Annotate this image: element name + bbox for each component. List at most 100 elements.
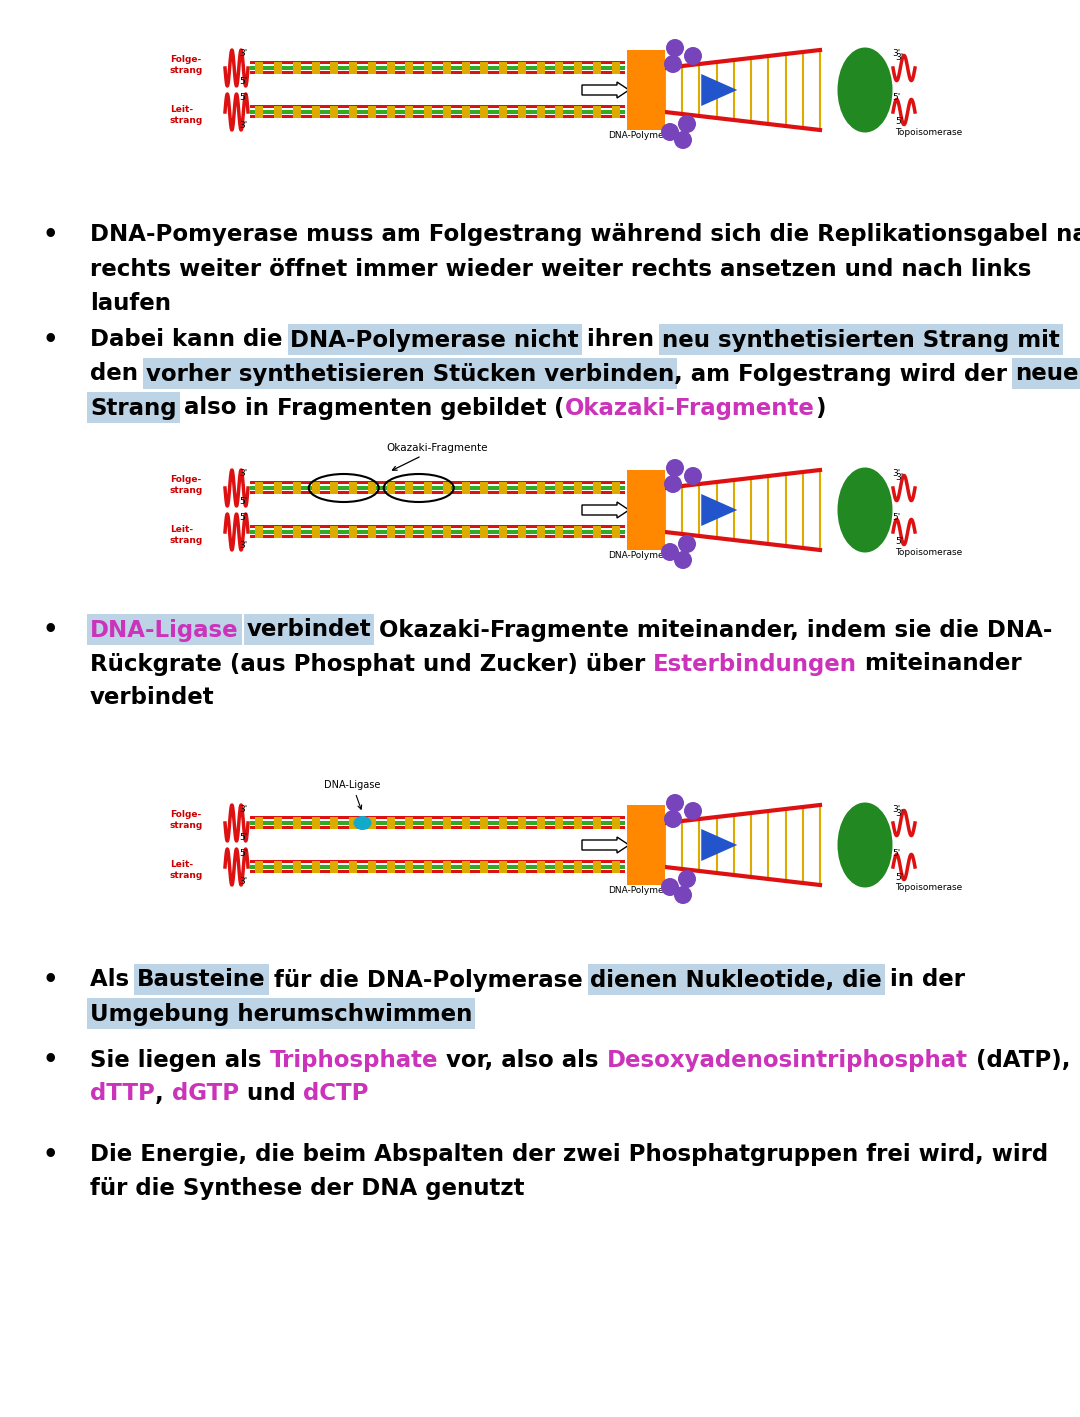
Text: 3': 3' bbox=[895, 473, 903, 483]
Bar bbox=[461, 862, 470, 873]
Bar bbox=[249, 492, 625, 495]
Text: DNA-Polymerase: DNA-Polymerase bbox=[608, 130, 684, 140]
Bar bbox=[368, 862, 376, 873]
Bar bbox=[165, 26, 920, 154]
Text: 3': 3' bbox=[240, 122, 248, 130]
Text: DNA-Pomyerase muss am Folgestrang während sich die Replikationsgabel nach: DNA-Pomyerase muss am Folgestrang währen… bbox=[90, 224, 1080, 247]
Bar bbox=[87, 614, 242, 645]
Bar bbox=[481, 482, 488, 495]
Bar bbox=[368, 482, 376, 495]
Bar bbox=[274, 526, 282, 538]
Bar bbox=[424, 106, 432, 118]
Circle shape bbox=[664, 811, 681, 828]
Text: Okazaki-Fragmente: Okazaki-Fragmente bbox=[565, 397, 815, 419]
Text: 5': 5' bbox=[895, 118, 903, 126]
Bar bbox=[312, 482, 320, 495]
Text: 3': 3' bbox=[240, 541, 248, 550]
Bar bbox=[499, 106, 508, 118]
Text: Leit-
strang: Leit- strang bbox=[170, 860, 203, 880]
Circle shape bbox=[666, 459, 684, 478]
Text: laufen: laufen bbox=[90, 292, 171, 315]
Text: 5': 5' bbox=[240, 833, 248, 842]
Text: 3': 3' bbox=[240, 877, 248, 886]
Bar bbox=[627, 50, 665, 130]
Bar bbox=[443, 818, 450, 829]
Bar bbox=[349, 482, 357, 495]
Bar bbox=[443, 62, 450, 74]
Bar bbox=[165, 445, 920, 575]
Bar bbox=[249, 860, 625, 863]
Bar bbox=[627, 470, 665, 550]
Ellipse shape bbox=[837, 48, 892, 133]
Text: Leit-
strang: Leit- strang bbox=[170, 526, 203, 544]
Text: •: • bbox=[42, 618, 57, 642]
Bar bbox=[555, 862, 564, 873]
Text: Folge-
strang: Folge- strang bbox=[170, 811, 203, 830]
Bar bbox=[518, 818, 526, 829]
Text: 3': 3' bbox=[892, 469, 901, 479]
Bar bbox=[274, 862, 282, 873]
Bar bbox=[499, 482, 508, 495]
Bar bbox=[575, 482, 582, 495]
Bar bbox=[593, 526, 600, 538]
Bar bbox=[293, 818, 301, 829]
Text: Topoisomerase: Topoisomerase bbox=[895, 883, 962, 891]
Text: dGTP: dGTP bbox=[172, 1083, 239, 1105]
Bar bbox=[293, 482, 301, 495]
Bar bbox=[349, 862, 357, 873]
Text: 5': 5' bbox=[240, 513, 248, 523]
Bar bbox=[249, 526, 625, 529]
Text: 5': 5' bbox=[892, 513, 901, 523]
Circle shape bbox=[684, 802, 702, 820]
Bar bbox=[481, 862, 488, 873]
Bar bbox=[255, 862, 264, 873]
Bar bbox=[249, 480, 625, 485]
Bar bbox=[330, 526, 338, 538]
Bar bbox=[249, 71, 625, 74]
Circle shape bbox=[684, 47, 702, 65]
Bar bbox=[611, 106, 620, 118]
Bar bbox=[330, 862, 338, 873]
Bar bbox=[593, 106, 600, 118]
Bar bbox=[443, 862, 450, 873]
Text: 5': 5' bbox=[240, 78, 248, 86]
Polygon shape bbox=[701, 495, 738, 526]
Bar bbox=[499, 862, 508, 873]
Bar bbox=[405, 482, 414, 495]
Text: DNA-Polymerase: DNA-Polymerase bbox=[608, 551, 684, 560]
Bar bbox=[387, 862, 394, 873]
Text: 5': 5' bbox=[240, 94, 248, 102]
Bar bbox=[249, 115, 625, 118]
Bar bbox=[424, 482, 432, 495]
Text: Als: Als bbox=[90, 968, 137, 992]
Bar bbox=[249, 816, 625, 819]
Bar bbox=[461, 106, 470, 118]
Bar bbox=[424, 62, 432, 74]
Bar bbox=[312, 526, 320, 538]
Bar bbox=[293, 526, 301, 538]
Text: Folge-
strang: Folge- strang bbox=[170, 55, 203, 75]
Text: •: • bbox=[42, 222, 57, 247]
Bar bbox=[249, 67, 625, 69]
Bar bbox=[387, 62, 394, 74]
Bar bbox=[593, 62, 600, 74]
Circle shape bbox=[678, 536, 696, 553]
Bar bbox=[274, 818, 282, 829]
Text: miteinander: miteinander bbox=[858, 652, 1022, 676]
Bar bbox=[349, 818, 357, 829]
Text: •: • bbox=[42, 327, 57, 351]
Bar bbox=[499, 818, 508, 829]
Text: (: ( bbox=[546, 397, 565, 419]
Bar bbox=[349, 62, 357, 74]
Bar bbox=[461, 62, 470, 74]
Bar bbox=[518, 526, 526, 538]
Bar bbox=[611, 482, 620, 495]
Text: Desoxyadenosintriphosphat: Desoxyadenosintriphosphat bbox=[607, 1049, 968, 1071]
Text: Sie liegen als: Sie liegen als bbox=[90, 1049, 270, 1071]
Text: DNA-Ligase: DNA-Ligase bbox=[90, 618, 239, 642]
Bar bbox=[274, 62, 282, 74]
Circle shape bbox=[666, 40, 684, 57]
Bar bbox=[330, 106, 338, 118]
Bar bbox=[461, 526, 470, 538]
Text: Dabei kann die: Dabei kann die bbox=[90, 329, 291, 351]
